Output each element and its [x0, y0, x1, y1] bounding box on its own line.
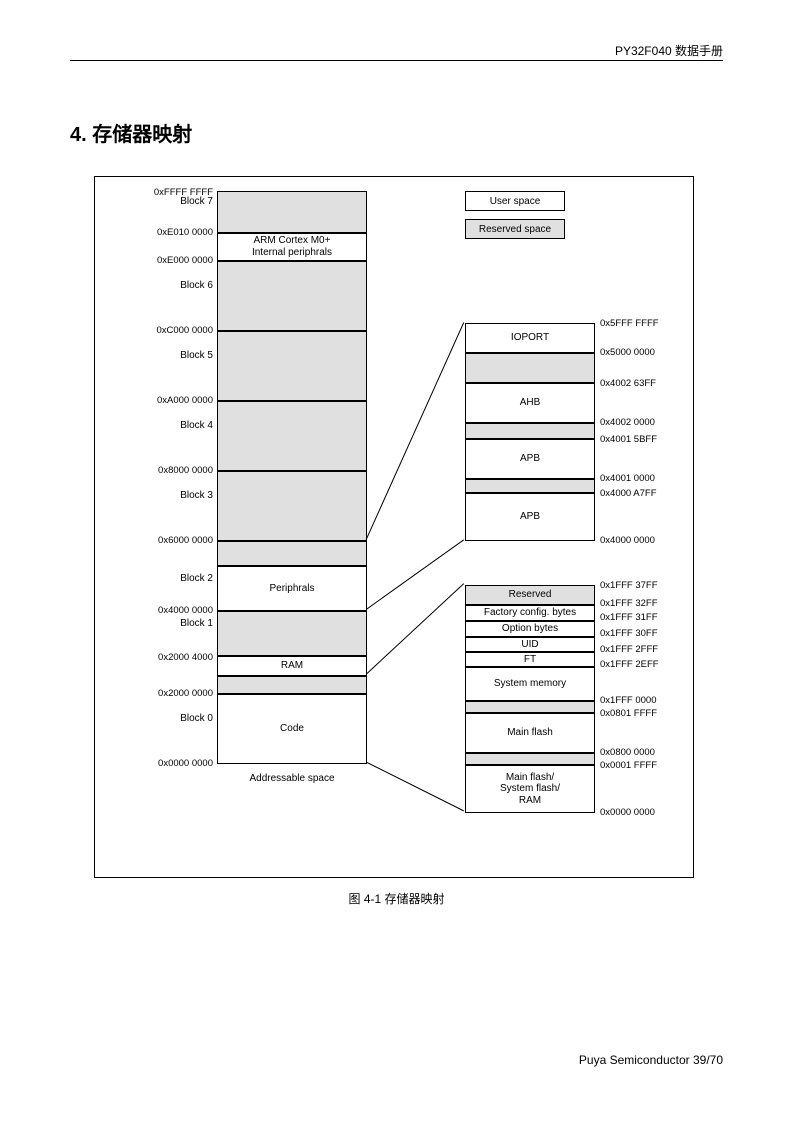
block-name-label: Block 6 — [103, 280, 213, 291]
detail-top-ioport: IOPORT — [465, 323, 595, 353]
mem-block-reserved-10 — [217, 676, 367, 694]
mem-block-reserved-3 — [217, 331, 367, 401]
detail-bot-reserved: Reserved — [465, 585, 595, 605]
mem-block-arm-cortex-m0-internal-periphrals: ARM Cortex M0+Internal periphrals — [217, 233, 367, 261]
addr-label: 0x4002 63FF — [600, 378, 656, 389]
addr-label: 0x2000 0000 — [103, 688, 213, 699]
addr-label: 0x4000 A7FF — [600, 488, 657, 499]
mem-block-reserved-5 — [217, 471, 367, 541]
legend-user-space: User space — [465, 191, 565, 211]
detail-bot-main-flash-system-flash-ram: Main flash/System flash/RAM — [465, 765, 595, 813]
block-name-label: Block 5 — [103, 350, 213, 361]
detail-bot-ft: FT — [465, 652, 595, 667]
header-rule — [70, 60, 723, 61]
page-footer: Puya Semiconductor 39/70 — [579, 1053, 723, 1067]
addr-label: 0x1FFF 2EFF — [600, 659, 659, 670]
addr-label: 0x4000 0000 — [103, 605, 213, 616]
addr-label: 0x1FFF 0000 — [600, 695, 657, 706]
addr-label: 0x4002 0000 — [600, 417, 655, 428]
block-name-label: Block 0 — [103, 713, 213, 724]
addr-label: 0x0800 0000 — [600, 747, 655, 758]
addr-label: 0xE010 0000 — [103, 227, 213, 238]
addr-label: 0xC000 0000 — [103, 325, 213, 336]
addr-label: 0x1FFF 37FF — [600, 580, 658, 591]
block-name-label: Block 7 — [103, 196, 213, 207]
detail-top-reserved-5 — [465, 479, 595, 493]
addr-label: 0x8000 0000 — [103, 465, 213, 476]
addr-label: 0x1FFF 2FFF — [600, 644, 658, 655]
addr-label: 0x1FFF 32FF — [600, 598, 658, 609]
detail-bot-reserved-6 — [465, 701, 595, 713]
detail-bot-factory-config-bytes: Factory config. bytes — [465, 605, 595, 621]
detail-bot-main-flash: Main flash — [465, 713, 595, 753]
addr-label: 0xA000 0000 — [103, 395, 213, 406]
legend-reserved-space: Reserved space — [465, 219, 565, 239]
block-name-label: Block 2 — [103, 573, 213, 584]
detail-top-apb: APB — [465, 493, 595, 541]
memory-map-diagram: User space Reserved space 0xFFFF FFFF0xE… — [94, 176, 694, 878]
mem-block-reserved-2 — [217, 261, 367, 331]
block-name-label: Block 3 — [103, 490, 213, 501]
addr-label: 0x5000 0000 — [600, 347, 655, 358]
addr-label: 0x5FFF FFFF — [600, 318, 659, 329]
addr-label: 0x0001 FFFF — [600, 760, 657, 771]
block-name-label: Block 1 — [103, 618, 213, 629]
addr-label: 0x6000 0000 — [103, 535, 213, 546]
detail-top-reserved-3 — [465, 423, 595, 439]
addr-label: 0x1FFF 31FF — [600, 612, 658, 623]
detail-bot-system-memory: System memory — [465, 667, 595, 701]
mem-block-reserved-0 — [217, 191, 367, 233]
detail-bot-reserved-8 — [465, 753, 595, 765]
mem-block-reserved-4 — [217, 401, 367, 471]
mem-block-code: Code — [217, 694, 367, 764]
addr-label: 0xE000 0000 — [103, 255, 213, 266]
addr-label: 0x1FFF 30FF — [600, 628, 658, 639]
addr-label: 0x4001 0000 — [600, 473, 655, 484]
section-title: 4. 存储器映射 — [70, 118, 192, 147]
block-name-label: Block 4 — [103, 420, 213, 431]
mem-block-reserved-6 — [217, 541, 367, 566]
addr-label: 0x4000 0000 — [600, 535, 655, 546]
mem-block-ram: RAM — [217, 656, 367, 676]
detail-bot-option-bytes: Option bytes — [465, 621, 595, 637]
addr-label: 0x0000 0000 — [600, 807, 655, 818]
addr-label: 0x4001 5BFF — [600, 434, 657, 445]
mem-block-reserved-8 — [217, 611, 367, 656]
addr-label: 0x0000 0000 — [103, 758, 213, 769]
addr-label: 0x2000 4000 — [103, 652, 213, 663]
detail-top-reserved-1 — [465, 353, 595, 383]
figure-caption: 图 4-1 存储器映射 — [0, 890, 793, 907]
addressable-space-label: Addressable space — [217, 773, 367, 784]
detail-top-ahb: AHB — [465, 383, 595, 423]
detail-bot-uid: UID — [465, 637, 595, 652]
addr-label: 0x0801 FFFF — [600, 708, 657, 719]
page-header: PY32F040 数据手册 — [615, 42, 723, 59]
mem-block-periphrals: Periphrals — [217, 566, 367, 611]
detail-top-apb: APB — [465, 439, 595, 479]
